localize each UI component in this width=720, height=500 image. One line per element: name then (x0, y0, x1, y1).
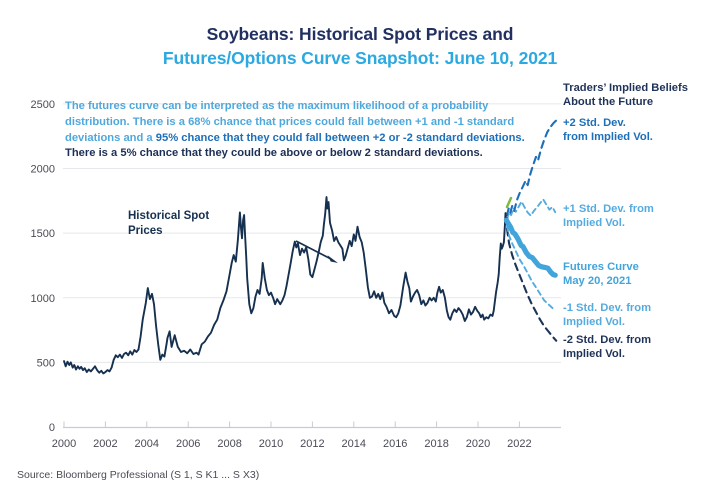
traders-implied-beliefs-label: Traders’ Implied Beliefs About the Futur… (563, 82, 688, 108)
x-tick-label: 2000 (52, 438, 76, 450)
spot-arrow-head (327, 255, 338, 263)
y-tick-label: 1500 (31, 228, 55, 240)
x-tick-label: 2006 (176, 438, 200, 450)
chart-title-block: Soybeans: Historical Spot Prices and Fut… (0, 22, 720, 70)
y-tick-label: 2000 (31, 164, 55, 176)
chart-title: Soybeans: Historical Spot Prices and (206, 24, 514, 44)
annotation-part-light: The futures curve can be interpreted as … (65, 100, 515, 144)
annotation-part-navy: There is a 5% chance that they could be … (65, 147, 483, 160)
series-futures (503, 217, 558, 278)
series-plus2 (505, 119, 558, 217)
source-note: Source: Bloomberg Professional (S 1, S K… (17, 469, 260, 481)
x-tick-label: 2010 (259, 438, 283, 450)
snapshot-marker (505, 196, 513, 209)
series-minus2 (505, 227, 558, 342)
x-tick-label: 2020 (466, 438, 490, 450)
y-tick-label: 500 (37, 357, 55, 369)
spot-arrow-line (295, 240, 332, 260)
probability-annotation: The futures curve can be interpreted as … (65, 99, 548, 162)
series-spot (63, 196, 509, 375)
x-tick-label: 2012 (300, 438, 324, 450)
plus2-std-dev-label: +2 Std. Dev. from Implied Vol. (563, 117, 653, 143)
futures-curve-label: Futures Curve May 20, 2021 (563, 261, 639, 287)
x-tick-label: 2018 (424, 438, 448, 450)
plus1-std-dev-label: +1 Std. Dev. from Implied Vol. (563, 203, 654, 229)
x-tick-label: 2014 (342, 438, 366, 450)
y-tick-label: 0 (49, 422, 55, 434)
series-plus1 (506, 198, 557, 220)
annotation-part-mid: 95% chance that they could fall between … (155, 131, 525, 144)
x-tick-label: 2004 (135, 438, 159, 450)
y-tick-label: 1000 (31, 293, 55, 305)
x-tick-label: 2002 (93, 438, 117, 450)
minus1-std-dev-label: -1 Std. Dev. from Implied Vol. (563, 302, 652, 328)
minus2-std-dev-label: -2 Std. Dev. from Implied Vol. (563, 334, 652, 360)
y-tick-label: 2500 (31, 99, 55, 111)
chart-subtitle: Futures/Options Curve Snapshot: June 10,… (162, 48, 558, 68)
x-tick-label: 2008 (217, 438, 241, 450)
x-tick-label: 2016 (383, 438, 407, 450)
historical-spot-prices-label: Historical Spot Prices (128, 210, 210, 237)
x-tick-label: 2022 (507, 438, 531, 450)
series-minus1 (506, 225, 557, 311)
